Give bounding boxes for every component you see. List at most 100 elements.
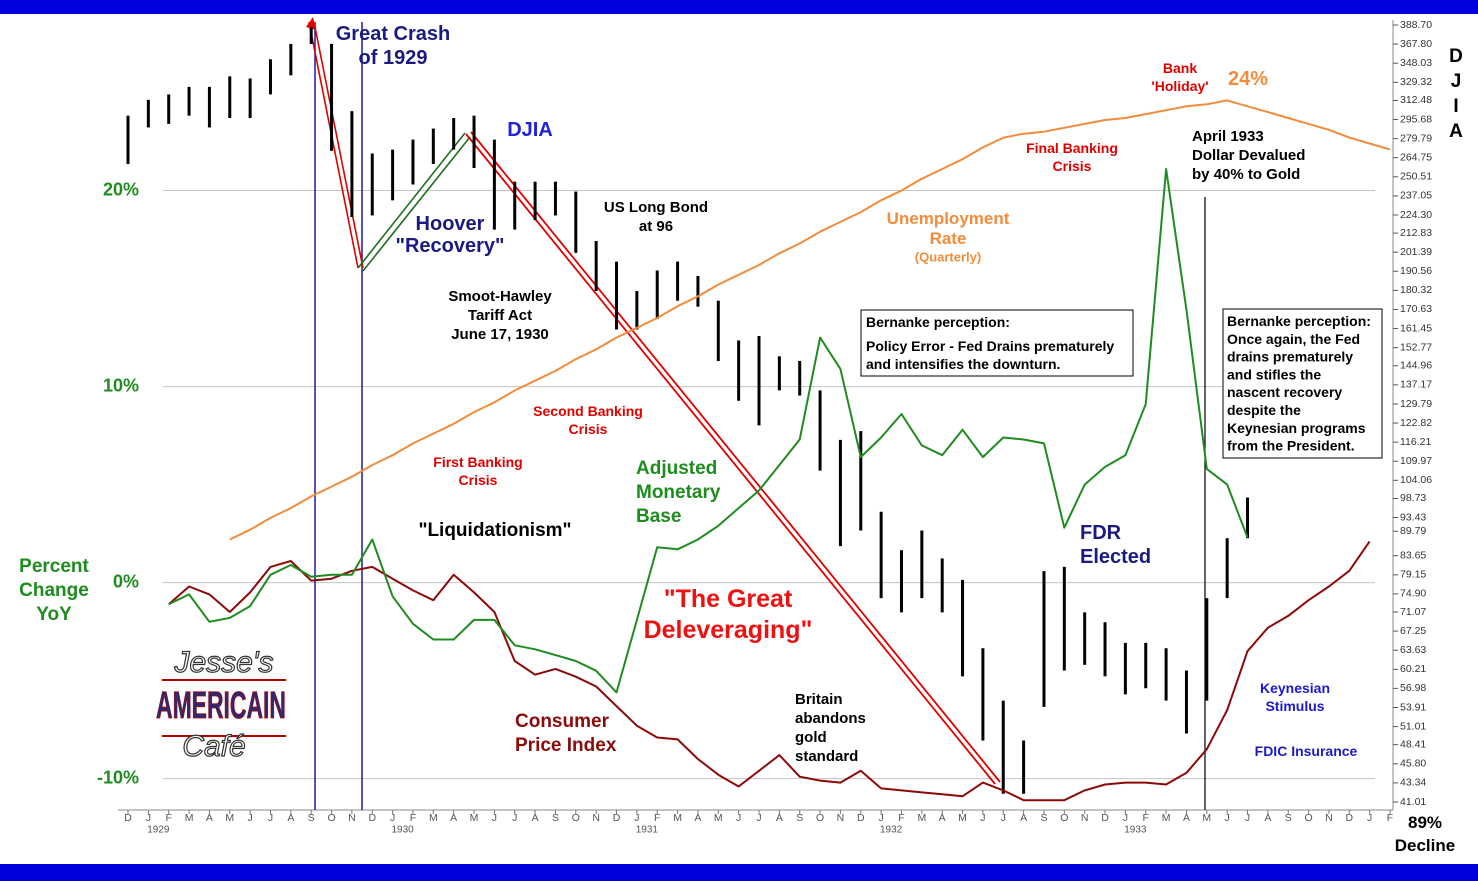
annotation-line: drains prematurely [1227, 348, 1353, 364]
annotation-line: April 1933 [1192, 128, 1264, 145]
annotation-line: and stifles the [1227, 366, 1321, 382]
year-label: 1932 [880, 825, 903, 836]
x-tick-label: J [980, 812, 985, 824]
annotation-line: First Banking [433, 454, 522, 470]
annotation-line: Bernanke perception: [866, 314, 1010, 330]
annotation-line: of 1929 [359, 47, 428, 69]
y2-tick-label: 224.30 [1400, 209, 1432, 221]
y2-tick-label: 295.68 [1400, 113, 1432, 125]
peak-marker [306, 17, 316, 30]
annotation-line: Policy Error - Fed Drains prematurely [866, 338, 1114, 354]
annotation-line: Elected [1080, 546, 1151, 568]
x-tick-label: D [1345, 812, 1353, 824]
annotation-box [860, 309, 1134, 377]
y2-tick-label: 48.41 [1400, 738, 1426, 750]
x-tick-label: S [1040, 812, 1047, 824]
annotation: Bernanke perception: Policy Error - Fed D… [866, 314, 1114, 372]
annotation-line: standard [795, 748, 858, 765]
x-tick-label: A [776, 812, 783, 824]
x-tick-label: M [1162, 812, 1171, 824]
annotation: FDR Elected [1080, 522, 1151, 568]
x-tick-label: J [512, 812, 517, 824]
annotation: Bernanke perception: Once again, the Fed d… [1227, 313, 1371, 454]
x-tick-label: J [268, 812, 273, 824]
grid-layer [118, 20, 1398, 814]
y-axis-title: Change [19, 580, 89, 601]
x-tick-label: A [694, 812, 701, 824]
y-axis-title: Percent [19, 556, 89, 577]
y2-tick-label: 71.07 [1400, 606, 1426, 618]
x-tick-label: J [736, 812, 741, 824]
y-tick-label: 0% [113, 571, 139, 591]
annotation-line: Crisis [459, 472, 498, 488]
annotation: 24% [1228, 68, 1268, 90]
annotation: Smoot-Hawley Tariff Act June 17, 1930 [448, 288, 552, 343]
x-tick-label: A [450, 812, 457, 824]
x-tick-label: J [492, 812, 497, 824]
x-tick-label: A [1020, 812, 1027, 824]
annotation-line: Second Banking [533, 403, 643, 419]
x-tick-label: O [572, 812, 580, 824]
y2-tick-label: 56.98 [1400, 682, 1426, 694]
annotation-line: gold [795, 729, 827, 746]
annotation-line: Bank [1163, 60, 1197, 76]
annotation: FDIC Insurance [1255, 743, 1358, 759]
y2-tick-label: 144.96 [1400, 360, 1432, 372]
y2-tick-label: 53.91 [1400, 701, 1426, 713]
annotation-box [1222, 308, 1383, 459]
x-tick-label: M [1202, 812, 1211, 824]
annotation-line: Deleveraging" [644, 616, 813, 644]
y2-tick-label: 109.97 [1400, 455, 1432, 467]
x-tick-label: F [165, 812, 171, 824]
x-tick-label: N [592, 812, 600, 824]
annotation-line: Great Crash [336, 23, 451, 45]
x-tick-label: F [898, 812, 904, 824]
x-tick-label: M [225, 812, 234, 824]
y2-tick-label: 212.83 [1400, 227, 1432, 239]
annotation-shapes [306, 17, 1206, 810]
y2-tick-label: 348.03 [1400, 57, 1432, 69]
x-tick-label: M [714, 812, 723, 824]
y2-tick-label: 129.79 [1400, 398, 1432, 410]
x-tick-label: A [532, 812, 539, 824]
y-tick-label: 10% [103, 375, 139, 395]
x-tick-label: D [613, 812, 621, 824]
annotation-line: Final Banking [1026, 140, 1118, 156]
annotation-line: from the President. [1227, 437, 1355, 453]
annotation-line: June 17, 1930 [451, 326, 549, 343]
y2-tick-label: 104.06 [1400, 474, 1432, 486]
x-tick-label: N [837, 812, 845, 824]
x-tick-label: F [1387, 812, 1393, 824]
x-tick-label: J [634, 812, 639, 824]
annotation: April 1933 Dollar Devalued by 40% to Gold [1192, 128, 1305, 183]
x-tick-label: M [470, 812, 479, 824]
y2-tick-label: 45.80 [1400, 758, 1426, 770]
annotation-line: by 40% to Gold [1192, 166, 1300, 183]
x-tick-label: A [287, 812, 294, 824]
x-tick-label: M [185, 812, 194, 824]
x-tick-label: J [1367, 812, 1372, 824]
y2-tick-label: 180.32 [1400, 284, 1432, 296]
y2-tick-label: 279.79 [1400, 132, 1432, 144]
bottom-band [0, 864, 1478, 881]
y-tick-label: -10% [97, 767, 139, 787]
logo: Jesse's AMERICAIN Café [156, 645, 287, 763]
logo-text: AMERICAIN [156, 685, 286, 727]
x-tick-label: J [1245, 812, 1250, 824]
annotation-line: Dollar Devalued [1192, 147, 1305, 164]
year-label: 1931 [636, 825, 659, 836]
y-axis-title: YoY [36, 604, 72, 625]
text-layer: -10% 0% 10% 20% Percent Change YoY 388.70 367.80… [19, 19, 1466, 856]
annotation-line: US Long Bond [604, 199, 708, 216]
annotation: Great Crash of 1929 [336, 23, 451, 69]
annotation: "Liquidationism" [418, 520, 571, 541]
y2-tick-label: 152.77 [1400, 341, 1432, 353]
series-label-line: DJIA [507, 119, 553, 141]
annotation: Final Banking Crisis [1026, 140, 1118, 174]
logo-text: Jesse's [173, 646, 273, 679]
x-tick-label: J [1225, 812, 1230, 824]
annotation-line: Crisis [569, 421, 608, 437]
series-label-line: Monetary [636, 482, 721, 503]
x-tick-label: M [673, 812, 682, 824]
y2-tick-label: 67.25 [1400, 625, 1426, 637]
